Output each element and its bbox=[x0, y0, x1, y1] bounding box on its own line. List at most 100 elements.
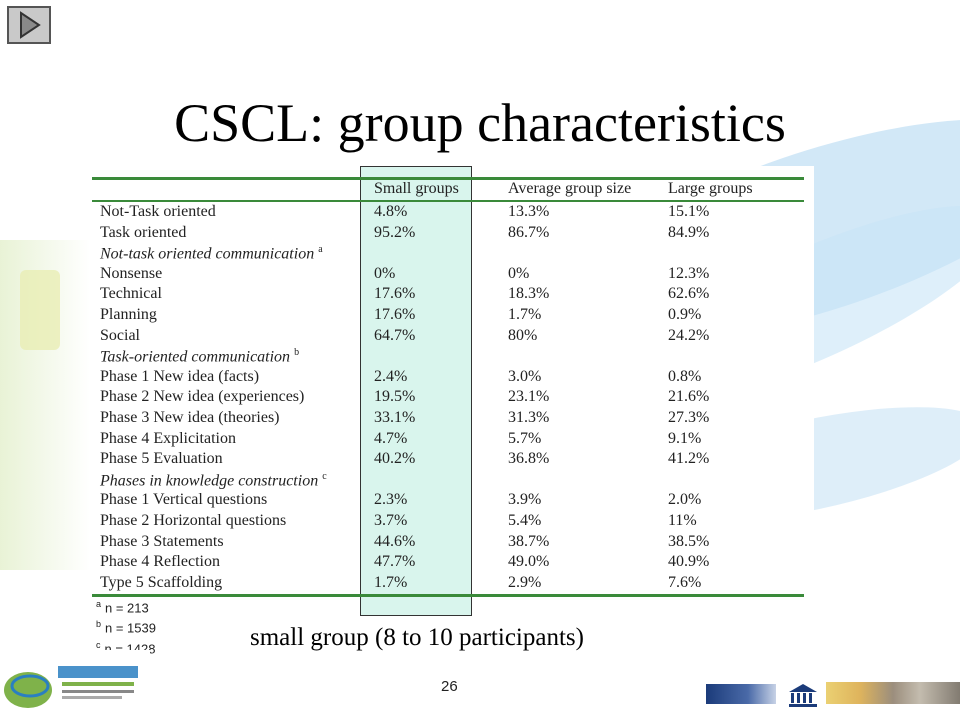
cell-average-group-size: 3.0% bbox=[508, 367, 542, 385]
cell-average-group-size: 49.0% bbox=[508, 553, 550, 571]
cell-small-groups: 4.7% bbox=[374, 429, 408, 447]
cell-average-group-size: 1.7% bbox=[508, 305, 542, 323]
cell-small-groups: 64.7% bbox=[374, 326, 416, 344]
table-row: Not-task oriented communication a bbox=[92, 244, 804, 265]
cell-large-groups: 27.3% bbox=[668, 408, 710, 426]
table-row: Task-oriented communication b bbox=[92, 347, 804, 368]
row-label: Type 5 Scaffolding bbox=[100, 574, 222, 592]
row-label: Phase 2 Horizontal questions bbox=[100, 512, 286, 530]
table-row: Phases in knowledge construction c bbox=[92, 471, 804, 492]
cell-small-groups: 2.4% bbox=[374, 367, 408, 385]
cell-small-groups: 17.6% bbox=[374, 285, 416, 303]
row-label: Not-Task oriented bbox=[100, 203, 216, 221]
row-label-text: Technical bbox=[100, 285, 162, 303]
table-row: Phase 2 Horizontal questions 3.7% 5.4% 11% bbox=[92, 512, 804, 533]
cell-small-groups: 17.6% bbox=[374, 305, 416, 323]
table-row: Task oriented 95.2% 86.7% 84.9% bbox=[92, 224, 804, 245]
row-label: Phase 3 Statements bbox=[100, 533, 224, 551]
cell-average-group-size: 5.4% bbox=[508, 511, 542, 529]
play-triangle-icon bbox=[20, 11, 41, 39]
row-label: Task-oriented communication b bbox=[100, 347, 299, 366]
small-groups-highlight bbox=[360, 166, 472, 616]
row-label-text: Phases in knowledge construction bbox=[100, 472, 319, 490]
table-row: Phase 4 Reflection 47.7% 49.0% 40.9% bbox=[92, 553, 804, 574]
row-label-text: Type 5 Scaffolding bbox=[100, 573, 223, 591]
header-small-groups: Small groups bbox=[374, 180, 459, 197]
cell-small-groups: 47.7% bbox=[374, 553, 416, 571]
cell-small-groups: 40.2% bbox=[374, 450, 416, 468]
table-row: Phase 1 New idea (facts) 2.4% 3.0% 0.8% bbox=[92, 368, 804, 389]
row-label-text: Nonsense bbox=[100, 264, 163, 282]
row-label: Technical bbox=[100, 285, 162, 303]
cell-average-group-size: 0% bbox=[508, 264, 530, 282]
cell-large-groups: 15.1% bbox=[668, 203, 710, 220]
table-row: Social 64.7% 80% 24.2% bbox=[92, 327, 804, 348]
row-label: Phase 4 Explicitation bbox=[100, 430, 236, 448]
table-row: Planning 17.6% 1.7% 0.9% bbox=[92, 306, 804, 327]
row-label: Nonsense bbox=[100, 265, 162, 283]
table-row: Not-Task oriented 4.8% 13.3% 15.1% bbox=[92, 203, 804, 224]
footnote-mark: c bbox=[96, 639, 101, 650]
table-top-rule bbox=[92, 177, 804, 180]
cell-large-groups: 84.9% bbox=[668, 223, 710, 241]
row-label: Phase 1 Vertical questions bbox=[100, 491, 267, 509]
cell-large-groups: 21.6% bbox=[668, 388, 710, 406]
cell-average-group-size: 18.3% bbox=[508, 285, 550, 303]
cell-large-groups: 0.9% bbox=[668, 305, 702, 323]
cell-large-groups: 41.2% bbox=[668, 450, 710, 468]
table-row: Phase 3 Statements 44.6% 38.7% 38.5% bbox=[92, 533, 804, 554]
row-label: Phase 4 Reflection bbox=[100, 553, 220, 571]
cell-small-groups: 1.7% bbox=[374, 573, 408, 591]
row-label: Task oriented bbox=[100, 224, 186, 242]
cell-average-group-size: 5.7% bbox=[508, 429, 542, 447]
footnote-text: n = 213 bbox=[105, 600, 149, 616]
row-label-text: Planning bbox=[100, 305, 157, 323]
cell-large-groups: 62.6% bbox=[668, 285, 710, 303]
table-row: Phase 5 Evaluation 40.2% 36.8% 41.2% bbox=[92, 450, 804, 471]
cell-average-group-size: 23.1% bbox=[508, 388, 550, 406]
row-label-text: Phase 2 Horizontal questions bbox=[100, 511, 287, 529]
photo-strip bbox=[826, 682, 960, 704]
cell-average-group-size: 13.3% bbox=[508, 203, 550, 220]
header-average-group-size: Average group size bbox=[508, 180, 632, 197]
cell-average-group-size: 36.8% bbox=[508, 450, 550, 468]
row-label-text: Phase 4 Reflection bbox=[100, 553, 220, 571]
page-number: 26 bbox=[441, 678, 458, 695]
row-label: Phase 3 New idea (theories) bbox=[100, 409, 280, 427]
table-row: Phase 3 New idea (theories) 33.1% 31.3% 27.… bbox=[92, 409, 804, 430]
table-row: Nonsense 0% 0% 12.3% bbox=[92, 265, 804, 286]
cell-average-group-size: 80% bbox=[508, 326, 538, 344]
table-row: Phase 1 Vertical questions 2.3% 3.9% 2.0% bbox=[92, 491, 804, 512]
table-row: Phase 4 Explicitation 4.7% 5.7% 9.1% bbox=[92, 430, 804, 451]
cell-small-groups: 95.2% bbox=[374, 223, 416, 241]
cell-small-groups: 44.6% bbox=[374, 532, 416, 550]
cell-large-groups: 12.3% bbox=[668, 264, 710, 282]
row-label-text: Not-Task oriented bbox=[100, 203, 216, 220]
row-label-text: Phase 5 Evaluation bbox=[100, 450, 223, 468]
table-row: Phase 2 New idea (experiences) 19.5% 23.1%… bbox=[92, 388, 804, 409]
row-label-text: Task-oriented communication bbox=[100, 348, 291, 366]
table-header-rule bbox=[92, 200, 804, 202]
university-building-icon bbox=[789, 684, 817, 707]
cell-small-groups: 2.3% bbox=[374, 491, 408, 509]
row-label-text: Phase 4 Explicitation bbox=[100, 429, 236, 447]
cell-small-groups: 33.1% bbox=[374, 408, 416, 426]
header-large-groups: Large groups bbox=[668, 180, 753, 197]
cell-small-groups: 3.7% bbox=[374, 511, 408, 529]
slide-title: CSCL: group characteristics bbox=[174, 93, 786, 153]
table-bottom-rule bbox=[92, 594, 804, 597]
cell-large-groups: 2.0% bbox=[668, 491, 702, 509]
cell-average-group-size: 3.9% bbox=[508, 491, 542, 509]
next-slide-button[interactable] bbox=[7, 6, 51, 44]
table-row: Type 5 Scaffolding 1.7% 2.9% 7.6% bbox=[92, 574, 804, 595]
table-body: Not-Task oriented 4.8% 13.3% 15.1% Task orie… bbox=[92, 203, 804, 594]
cell-large-groups: 38.5% bbox=[668, 532, 710, 550]
ugent-brand-bar bbox=[706, 684, 776, 704]
row-label: Social bbox=[100, 327, 140, 345]
row-label-text: Task oriented bbox=[100, 223, 187, 241]
footnote-text: n = 1539 bbox=[105, 620, 156, 636]
footnote-mark: a bbox=[96, 599, 102, 609]
